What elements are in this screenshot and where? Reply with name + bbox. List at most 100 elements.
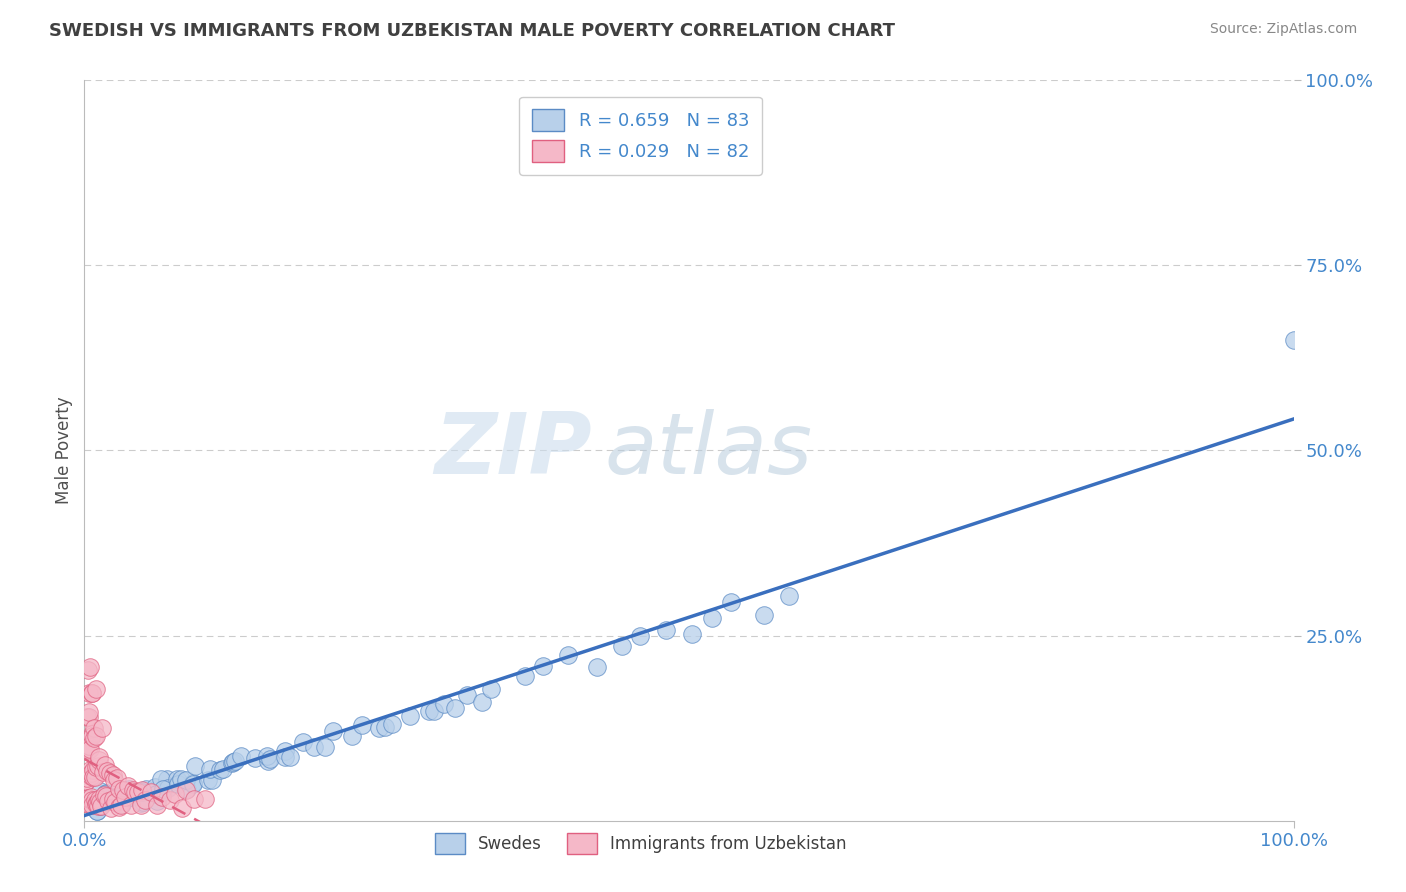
Point [471,695,494,709]
Point [150,789,173,804]
Point [79,686,101,700]
Y-axis label: Male Poverty: Male Poverty [55,397,73,504]
Text: ZIP: ZIP [434,409,592,492]
Point [229,748,252,763]
Point [111,797,134,811]
Point [77,743,100,757]
Point [1282,333,1305,347]
Point [89,749,111,764]
Point [124,784,146,798]
Point [120,798,142,813]
Point [76,710,98,724]
Point [80,765,103,780]
Point [752,607,775,622]
Point [83,722,105,736]
Point [89,792,111,806]
Point [302,740,325,755]
Point [79,741,101,756]
Point [87,799,110,814]
Point [352,718,374,732]
Point [132,795,155,809]
Point [209,763,232,777]
Point [94,789,117,803]
Point [456,688,478,702]
Point [82,770,104,784]
Point [655,623,678,637]
Point [86,796,108,810]
Point [129,796,152,810]
Point [681,626,703,640]
Point [184,759,207,773]
Point [198,762,221,776]
Point [91,764,114,779]
Point [291,735,314,749]
Point [114,790,136,805]
Point [121,782,143,797]
Point [112,782,135,797]
Point [274,749,297,764]
Point [145,788,167,802]
Point [89,799,111,814]
Point [121,786,143,800]
Point [77,663,100,677]
Point [84,797,107,812]
Point [139,785,162,799]
Point [174,773,197,788]
Point [77,710,100,724]
Point [83,731,105,746]
Point [256,749,278,764]
Point [79,789,101,804]
Point [104,796,127,810]
Point [422,704,444,718]
Point [80,793,103,807]
Point [93,789,115,803]
Point [82,727,104,741]
Point [80,686,103,700]
Point [75,773,97,788]
Text: Source: ZipAtlas.com: Source: ZipAtlas.com [1209,22,1357,37]
Point [131,783,153,797]
Point [84,770,107,784]
Point [103,768,125,782]
Point [146,798,169,813]
Point [84,760,107,774]
Text: SWEDISH VS IMMIGRANTS FROM UZBEKISTAN MALE POVERTY CORRELATION CHART: SWEDISH VS IMMIGRANTS FROM UZBEKISTAN MA… [49,22,896,40]
Point [94,786,117,800]
Point [340,729,363,743]
Point [80,686,103,700]
Point [156,772,179,786]
Point [127,785,149,799]
Point [146,794,169,808]
Point [702,611,724,625]
Point [381,717,404,731]
Point [181,776,204,790]
Point [103,791,125,805]
Point [86,804,108,818]
Point [221,756,243,770]
Point [75,796,97,810]
Point [86,805,108,819]
Point [82,764,104,778]
Point [176,783,198,797]
Point [143,780,166,794]
Point [167,775,190,789]
Point [108,782,131,797]
Point [152,784,174,798]
Point [197,772,219,787]
Point [107,795,129,809]
Point [224,754,246,768]
Point [274,744,297,758]
Point [479,681,502,696]
Point [110,797,132,812]
Point [75,796,97,810]
Point [183,792,205,806]
Point [720,595,742,609]
Point [87,753,110,767]
Point [586,660,609,674]
Point [79,660,101,674]
Point [73,740,96,755]
Point [444,700,467,714]
Point [97,794,120,808]
Point [433,697,456,711]
Point [79,705,101,719]
